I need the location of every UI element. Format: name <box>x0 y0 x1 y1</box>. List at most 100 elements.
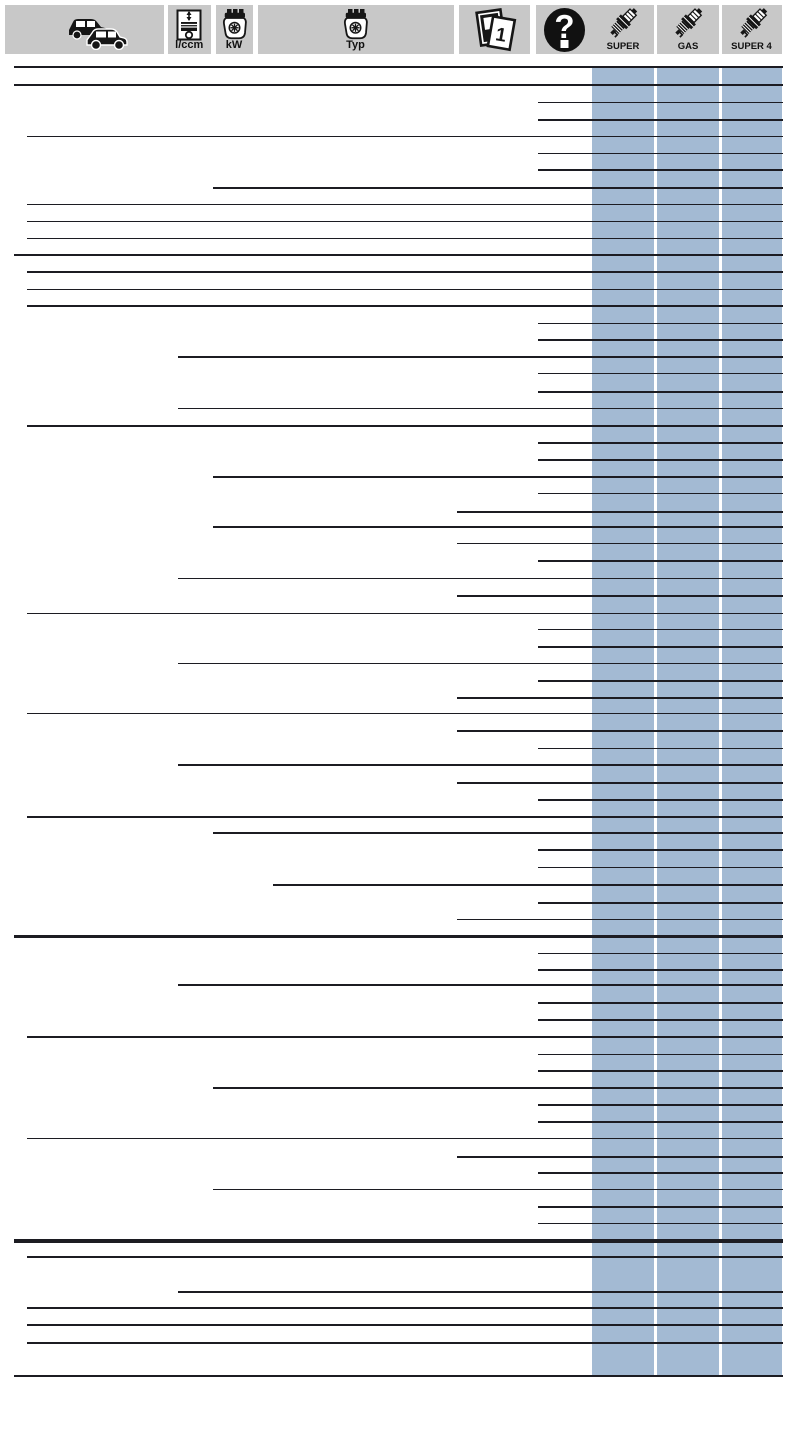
row-rule-make <box>27 1324 783 1326</box>
engine-kw-icon <box>222 9 247 40</box>
row-rule-entry <box>538 969 783 971</box>
row-rule-make <box>27 220 783 223</box>
row-rule-make <box>27 1255 783 1259</box>
row-rule-entry <box>538 101 783 104</box>
row-rule-make <box>27 1036 783 1038</box>
row-rule-entry <box>538 339 783 341</box>
header-segment-figure: 1 <box>458 5 530 54</box>
row-rule-edge <box>14 84 783 86</box>
row-rule-entry <box>538 372 783 375</box>
row-rule-entry <box>538 1206 783 1208</box>
row-rule-entry <box>538 322 783 325</box>
row-rule-sub <box>213 187 783 189</box>
spark-plug-icon <box>610 8 638 38</box>
row-rule-entry <box>538 646 783 648</box>
row-rule-entry <box>538 391 783 393</box>
spark-plug-icon <box>675 8 703 38</box>
plug-column-label: SUPER <box>606 40 640 52</box>
row-rule-make <box>27 816 783 818</box>
row-rule-var <box>457 1156 783 1158</box>
header-segment-power: kW <box>215 5 253 54</box>
power-label: kW <box>225 39 243 51</box>
row-rule-make <box>27 288 783 291</box>
row-rule-make <box>27 237 783 240</box>
row-rule-entry <box>538 680 783 682</box>
row-rule-model <box>178 407 783 410</box>
row-rule-make <box>27 425 783 427</box>
row-rule-make <box>27 612 783 615</box>
row-rule-entry <box>538 1222 783 1225</box>
row-rule-entry <box>538 1070 783 1072</box>
row-rule-entry <box>538 1019 783 1021</box>
row-rule-make <box>27 1137 783 1140</box>
row-rule-model <box>178 984 783 986</box>
row-rule-sub <box>213 476 783 478</box>
question-icon: ? <box>543 8 585 52</box>
piston-displacement-icon <box>176 9 202 41</box>
row-rule-edge <box>14 65 783 68</box>
row-rule-sub <box>213 1087 783 1089</box>
row-rule-make <box>27 135 783 138</box>
row-rule-entry <box>538 849 783 851</box>
row-rule-edge <box>14 1239 783 1243</box>
header-segment-type: Typ <box>257 5 454 54</box>
row-rule-edge <box>14 1375 783 1377</box>
row-rule-entry <box>538 1121 783 1123</box>
row-rule-entry <box>538 628 783 631</box>
figure-number: 1 <box>493 24 507 47</box>
row-rule-model <box>178 1291 783 1293</box>
row-rule-edge <box>14 934 783 938</box>
header-segment-vehicle <box>5 5 164 54</box>
row-rule-entry <box>538 799 783 801</box>
row-rule-entry <box>538 1002 783 1004</box>
displacement-label: l/ccm <box>175 39 204 51</box>
row-rule-var <box>457 697 783 699</box>
row-rule-entry <box>538 1172 783 1174</box>
row-rule-var <box>457 730 783 732</box>
header-segment-help: ? <box>535 5 592 54</box>
row-rule-make <box>27 1342 783 1344</box>
plug-column-label: GAS <box>677 40 699 52</box>
row-rule-entry <box>538 1104 783 1106</box>
row-rule-model <box>178 764 783 766</box>
row-rule-sub <box>213 1188 783 1191</box>
row-rule-entry <box>538 442 783 444</box>
header-segment-plug: SUPER 4 <box>721 5 782 54</box>
row-rule-var <box>457 595 783 597</box>
row-rule-var <box>457 542 783 545</box>
row-rule-entry <box>538 866 783 869</box>
engine-typ-icon <box>343 9 368 40</box>
question-glyph: ? <box>554 8 574 45</box>
spark-plug-icon <box>739 8 767 38</box>
plug-column <box>592 67 654 1376</box>
cars-icon <box>69 19 128 50</box>
type-label: Typ <box>346 39 365 51</box>
row-rule-make <box>27 203 783 206</box>
row-rule-entry <box>538 1053 783 1056</box>
header-segment-displacement: l/ccm <box>168 5 211 54</box>
catalog-figure-icon: 1 <box>474 8 516 52</box>
row-rule-sub2 <box>273 884 783 886</box>
row-rule-make <box>27 1307 783 1309</box>
row-rule-model <box>178 577 783 580</box>
header-segment-plug: GAS <box>657 5 719 54</box>
row-rule-entry <box>538 747 783 750</box>
row-rule-var <box>457 782 783 784</box>
plug-column <box>721 67 782 1376</box>
row-rule-entry <box>538 152 783 155</box>
header-segment-plug: SUPER <box>592 5 654 54</box>
row-rule-edge <box>14 254 783 256</box>
row-rule-make <box>27 305 783 307</box>
row-rule-entry <box>538 952 783 955</box>
row-rule-sub <box>213 832 783 834</box>
row-rule-entry <box>538 459 783 461</box>
row-rule-sub <box>213 526 783 528</box>
row-rule-model <box>178 356 783 358</box>
row-rule-entry <box>538 560 783 562</box>
row-rule-entry <box>538 902 783 904</box>
plug-column <box>657 67 719 1376</box>
row-rule-entry <box>538 169 783 171</box>
row-rule-var <box>457 918 783 921</box>
row-rule-var <box>457 511 783 513</box>
